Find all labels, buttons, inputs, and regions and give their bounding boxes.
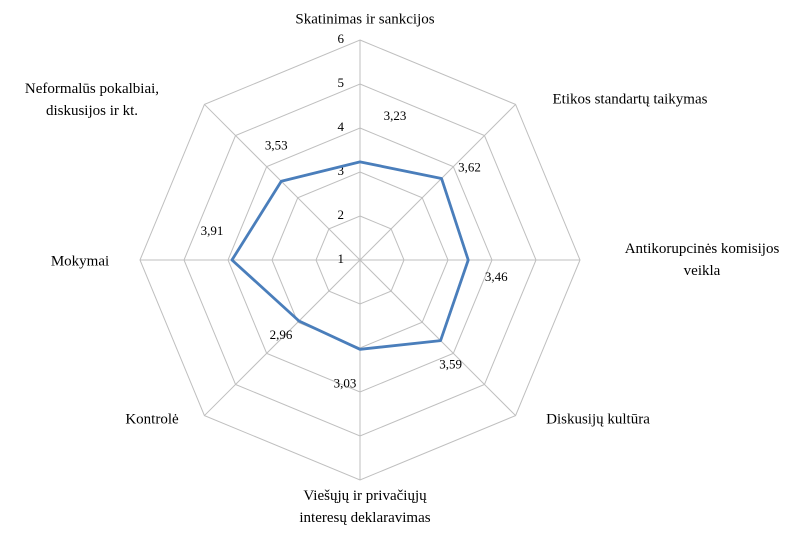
category-label: Antikorupcinės komisijos veikla xyxy=(625,241,780,279)
r-tick-label: 4 xyxy=(338,119,345,134)
category-label: Etikos standartų taikymas xyxy=(553,91,708,107)
category-label: Skatinimas ir sankcijos xyxy=(295,11,434,27)
value-label: 3,46 xyxy=(485,269,508,284)
spoke xyxy=(359,259,516,416)
category-label: Neformalūs pokalbiai, diskusijos ir kt. xyxy=(25,81,159,119)
spoke xyxy=(204,259,361,416)
value-label: 3,03 xyxy=(334,375,357,390)
r-tick-label: 6 xyxy=(338,31,345,46)
r-tick-label: 5 xyxy=(338,75,345,90)
value-label: 2,96 xyxy=(270,327,293,342)
spoke xyxy=(359,104,516,261)
category-label: Mokymai xyxy=(51,253,109,269)
value-label: 3,59 xyxy=(439,357,462,372)
r-tick-label: 1 xyxy=(338,251,345,266)
value-label: 3,23 xyxy=(384,108,407,123)
category-label: Diskusijų kultūra xyxy=(546,411,650,427)
value-label: 3,91 xyxy=(201,223,224,238)
data-line xyxy=(230,160,470,351)
category-label: Viešųjų ir privačiųjų interesų deklaravim… xyxy=(299,488,430,526)
r-tick-label: 2 xyxy=(338,207,345,222)
value-label: 3,62 xyxy=(458,159,481,174)
value-label: 3,53 xyxy=(265,137,288,152)
category-label: Kontrolė xyxy=(125,411,179,427)
r-tick-label: 3 xyxy=(338,163,345,178)
